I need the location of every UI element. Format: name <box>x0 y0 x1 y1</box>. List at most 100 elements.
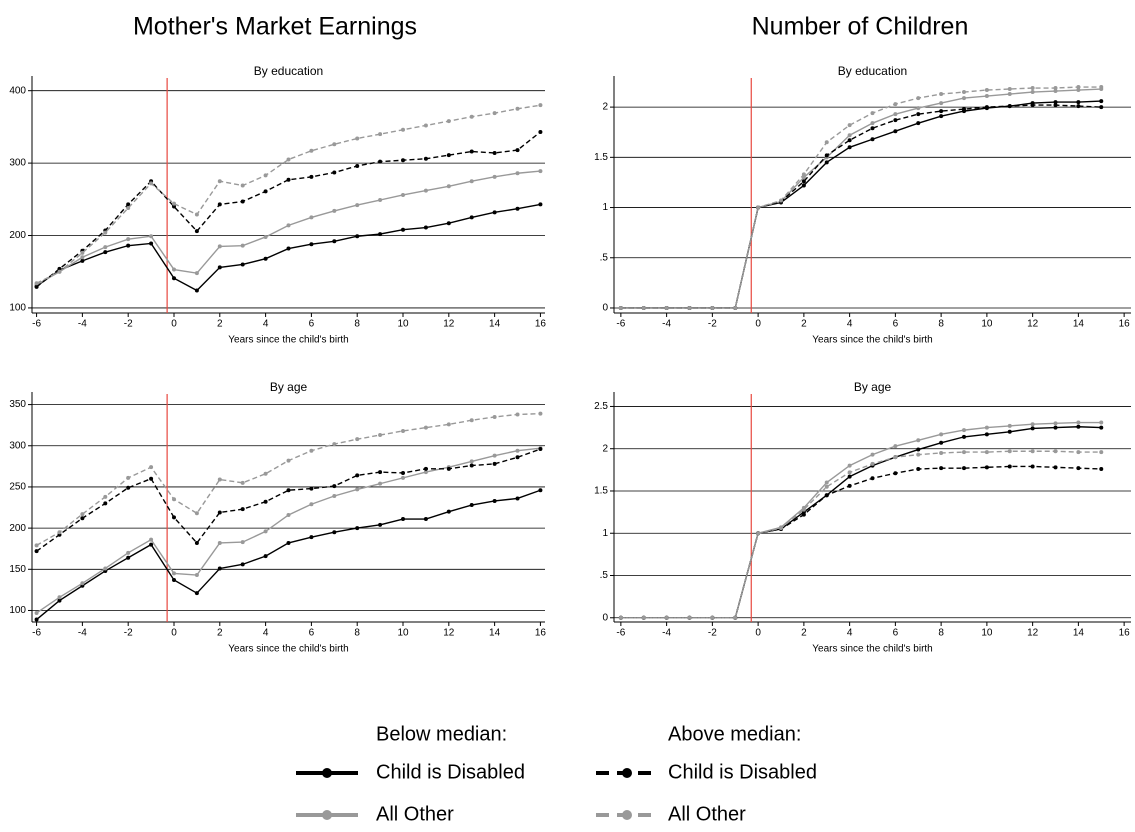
point <box>217 244 222 249</box>
point <box>1007 87 1012 92</box>
x-tick-label: 8 <box>354 628 360 639</box>
point <box>80 258 85 263</box>
point <box>57 269 62 274</box>
point <box>171 578 176 582</box>
point <box>194 540 199 545</box>
point <box>149 465 154 470</box>
point <box>469 114 474 119</box>
point <box>939 440 944 445</box>
point <box>515 496 520 501</box>
point <box>515 448 520 453</box>
series-line <box>36 104 541 284</box>
x-tick-label: 6 <box>893 628 899 639</box>
point <box>824 484 829 489</box>
point <box>34 284 39 289</box>
x-tick-label: 0 <box>171 319 177 330</box>
point <box>492 111 497 116</box>
point <box>149 537 154 542</box>
point <box>893 455 898 460</box>
point <box>309 448 314 453</box>
point <box>171 276 176 281</box>
point <box>378 132 383 137</box>
point <box>240 262 245 267</box>
point <box>916 467 921 472</box>
point <box>286 246 291 251</box>
point <box>1099 420 1104 425</box>
point <box>103 566 108 571</box>
point <box>984 94 989 99</box>
point <box>664 305 669 310</box>
y-tick-label: 1 <box>602 528 608 539</box>
point <box>240 243 245 248</box>
point <box>401 158 406 163</box>
series-line <box>620 88 1102 309</box>
point <box>733 305 738 310</box>
x-tick-label: 8 <box>938 628 944 639</box>
point <box>332 239 337 244</box>
point <box>217 265 222 270</box>
point <box>286 223 291 228</box>
x-tick-label: 4 <box>847 628 853 639</box>
point <box>939 450 944 455</box>
point <box>939 109 944 114</box>
point <box>916 96 921 101</box>
x-tick-label: 6 <box>309 628 315 639</box>
point <box>538 103 543 108</box>
point <box>240 183 245 188</box>
point <box>801 512 806 517</box>
point <box>240 199 245 204</box>
subtitle: By age <box>854 380 892 394</box>
point <box>1099 99 1104 104</box>
point <box>469 459 474 464</box>
point <box>217 540 222 545</box>
point <box>332 142 337 147</box>
point <box>378 481 383 486</box>
series-line <box>36 170 541 286</box>
point <box>1099 105 1104 110</box>
point <box>687 615 692 620</box>
series-line <box>620 104 1102 309</box>
point <box>34 610 39 615</box>
point <box>1053 86 1058 91</box>
point <box>824 160 829 165</box>
point <box>126 555 131 560</box>
x-tick-label: 16 <box>1119 319 1131 330</box>
point <box>263 554 268 559</box>
point <box>309 535 314 540</box>
y-tick-label: 200 <box>9 230 26 241</box>
point <box>1053 89 1058 94</box>
point <box>263 256 268 261</box>
point <box>217 202 222 207</box>
point <box>916 447 921 452</box>
x-tick-label: 12 <box>1027 319 1039 330</box>
point <box>309 174 314 179</box>
point <box>824 493 829 498</box>
x-axis-label: Years since the child's birth <box>812 644 933 655</box>
point <box>34 549 39 554</box>
x-tick-label: -2 <box>124 319 133 330</box>
x-tick-label: -2 <box>708 319 717 330</box>
legend-label: All Other <box>668 803 746 825</box>
point <box>171 497 176 502</box>
point <box>618 615 623 620</box>
point <box>80 516 85 521</box>
point <box>309 502 314 507</box>
point <box>1030 422 1035 427</box>
x-tick-label: 14 <box>489 319 501 330</box>
point <box>1099 450 1104 455</box>
point <box>618 305 623 310</box>
legend-marker <box>622 810 632 820</box>
x-tick-label: 4 <box>263 628 269 639</box>
point <box>309 148 314 153</box>
point <box>1099 85 1104 90</box>
point <box>57 595 62 600</box>
point <box>217 510 222 515</box>
point <box>1030 103 1035 108</box>
point <box>1076 85 1081 90</box>
point <box>984 105 989 110</box>
x-tick-label: 12 <box>443 628 455 639</box>
point <box>1053 421 1058 426</box>
point <box>515 412 520 417</box>
point <box>332 442 337 447</box>
point <box>801 172 806 177</box>
